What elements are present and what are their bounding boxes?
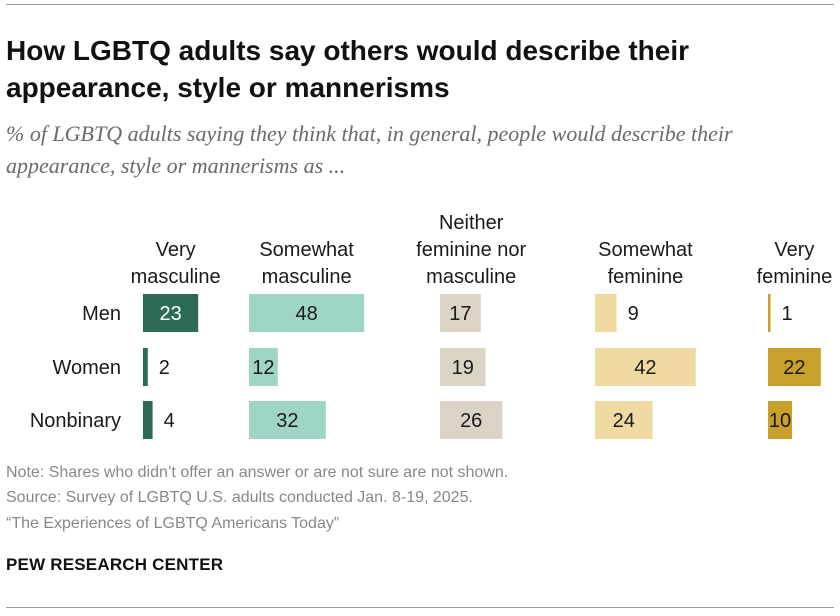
value-label-neither-feminine-nor-masculine-nonbinary: 26 <box>460 410 482 432</box>
value-label-somewhat-feminine-men: 9 <box>628 303 639 325</box>
row-label-nonbinary: Nonbinary <box>30 410 121 432</box>
chart-subtitle: % of LGBTQ adults saying they think that… <box>6 121 733 178</box>
legend-header-neither-feminine-nor-masculine-line-2: feminine nor <box>416 239 526 261</box>
bar-somewhat-masculine-women <box>249 348 278 386</box>
legend-header-somewhat-feminine-line-2: feminine <box>608 266 684 288</box>
bar-very-feminine-women <box>768 348 821 386</box>
bar-very-masculine-nonbinary <box>143 401 153 439</box>
bar-somewhat-feminine-women <box>595 348 696 386</box>
bottom-rule <box>6 607 834 608</box>
value-label-somewhat-masculine-nonbinary: 32 <box>276 410 298 432</box>
bar-somewhat-masculine-men <box>249 294 365 332</box>
value-label-very-feminine-nonbinary: 10 <box>769 410 791 432</box>
row-label-men: Men <box>82 303 121 325</box>
legend-header-somewhat-masculine-line-2: masculine <box>262 266 352 288</box>
footnote-note: Note: Shares who didn’t offer an answer … <box>6 464 509 481</box>
legend-header-neither-feminine-nor-masculine-line-3: masculine <box>426 266 516 288</box>
legend-header-somewhat-feminine-line-1: Somewhat <box>598 239 693 261</box>
chart-title: How LGBTQ adults say others would descri… <box>6 35 690 103</box>
legend-header-very-feminine-line-1: Very <box>774 239 814 261</box>
legend-header-very-masculine-line-2: masculine <box>131 266 221 288</box>
value-label-very-masculine-women: 2 <box>159 357 170 379</box>
legend-header-neither-feminine-nor-masculine-line-1: Neither <box>439 212 504 234</box>
footnote-report: “The Experiences of LGBTQ Americans Toda… <box>6 515 340 532</box>
top-rule <box>6 4 834 5</box>
value-label-somewhat-feminine-nonbinary: 24 <box>613 410 635 432</box>
legend-header-somewhat-masculine-line-1: Somewhat <box>259 239 354 261</box>
value-label-neither-feminine-nor-masculine-men: 17 <box>449 303 471 325</box>
footnote-source: Source: Survey of LGBTQ U.S. adults cond… <box>6 489 473 506</box>
bar-neither-feminine-nor-masculine-women <box>440 348 486 386</box>
bar-neither-feminine-nor-masculine-men <box>440 294 481 332</box>
legend-header-very-masculine-line-1: Very <box>156 239 196 261</box>
value-label-somewhat-masculine-men: 48 <box>295 303 317 325</box>
bar-very-masculine-men <box>143 294 199 332</box>
value-label-very-feminine-women: 22 <box>783 357 805 379</box>
bar-very-feminine-men <box>768 294 771 332</box>
legend-header-very-feminine-line-2: feminine <box>757 266 833 288</box>
bar-neither-feminine-nor-masculine-nonbinary <box>440 401 503 439</box>
value-label-very-feminine-men: 1 <box>782 303 793 325</box>
value-label-somewhat-masculine-women: 12 <box>252 357 274 379</box>
bar-somewhat-masculine-nonbinary <box>249 401 326 439</box>
bar-somewhat-feminine-men <box>595 294 617 332</box>
value-label-very-masculine-nonbinary: 4 <box>164 410 175 432</box>
bar-very-masculine-women <box>143 348 148 386</box>
bar-somewhat-feminine-nonbinary <box>595 401 653 439</box>
value-label-somewhat-feminine-women: 42 <box>634 357 656 379</box>
bar-very-feminine-nonbinary <box>768 401 792 439</box>
chart: MenWomenNonbinaryVerymasculine2324Somewh… <box>30 212 833 439</box>
brand-logo-text: PEW RESEARCH CENTER <box>6 555 224 574</box>
row-label-women: Women <box>52 357 121 379</box>
value-label-very-masculine-men: 23 <box>159 303 181 325</box>
value-label-neither-feminine-nor-masculine-women: 19 <box>452 357 474 379</box>
